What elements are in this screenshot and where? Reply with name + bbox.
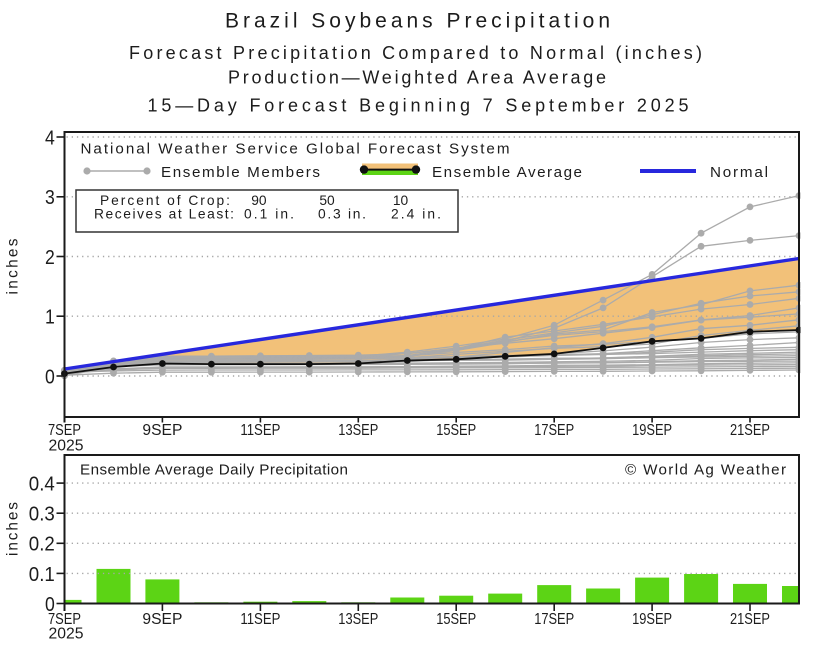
svg-text:2.4 in.: 2.4 in. bbox=[391, 207, 441, 222]
svg-text:2025: 2025 bbox=[49, 626, 84, 643]
svg-text:17SEP: 17SEP bbox=[534, 422, 574, 439]
svg-text:4: 4 bbox=[45, 126, 55, 149]
svg-text:3: 3 bbox=[45, 186, 55, 209]
svg-text:0.1 in.: 0.1 in. bbox=[244, 207, 294, 222]
svg-text:21SEP: 21SEP bbox=[730, 422, 770, 439]
svg-text:Normal: Normal bbox=[710, 164, 768, 181]
svg-text:0.4: 0.4 bbox=[29, 473, 55, 496]
svg-text:17SEP: 17SEP bbox=[534, 611, 574, 628]
svg-text:19SEP: 19SEP bbox=[632, 611, 672, 628]
svg-text:11SEP: 11SEP bbox=[240, 611, 280, 628]
svg-text:National Weather Service Globa: National Weather Service Global Forecast… bbox=[81, 140, 510, 157]
svg-text:0.3 in.: 0.3 in. bbox=[318, 207, 366, 222]
svg-text:Production—Weighted Area Avera: Production—Weighted Area Average bbox=[228, 68, 606, 88]
svg-text:Percent of Crop:: Percent of Crop: bbox=[100, 193, 230, 208]
svg-text:2025: 2025 bbox=[49, 437, 84, 454]
svg-text:13SEP: 13SEP bbox=[338, 611, 378, 628]
svg-text:90: 90 bbox=[251, 193, 267, 208]
svg-text:inches: inches bbox=[5, 502, 22, 556]
svg-text:7SEP: 7SEP bbox=[48, 611, 81, 628]
svg-text:0.1: 0.1 bbox=[29, 563, 55, 586]
svg-text:0.3: 0.3 bbox=[29, 503, 55, 526]
svg-text:© World Ag Weather: © World Ag Weather bbox=[625, 462, 786, 479]
svg-text:7SEP: 7SEP bbox=[48, 422, 81, 439]
svg-text:50: 50 bbox=[319, 193, 335, 208]
svg-text:10: 10 bbox=[393, 193, 409, 208]
svg-text:Ensemble Average: Ensemble Average bbox=[432, 164, 582, 181]
svg-text:2: 2 bbox=[45, 246, 55, 269]
svg-text:9SEP: 9SEP bbox=[142, 422, 182, 439]
svg-text:19SEP: 19SEP bbox=[632, 422, 672, 439]
svg-text:Brazil Soybeans Precipitation: Brazil Soybeans Precipitation bbox=[225, 10, 610, 33]
svg-text:1: 1 bbox=[45, 306, 55, 329]
svg-text:Ensemble Members: Ensemble Members bbox=[161, 164, 320, 181]
svg-text:Receives at Least:: Receives at Least: bbox=[94, 207, 234, 222]
svg-text:15SEP: 15SEP bbox=[436, 611, 476, 628]
svg-text:15—Day Forecast Beginning 7 Se: 15—Day Forecast Beginning 7 September 20… bbox=[148, 96, 689, 116]
svg-text:21SEP: 21SEP bbox=[730, 611, 770, 628]
svg-text:Ensemble Average Daily Precipi: Ensemble Average Daily Precipitation bbox=[80, 462, 348, 479]
svg-text:9SEP: 9SEP bbox=[142, 611, 182, 628]
svg-text:11SEP: 11SEP bbox=[240, 422, 280, 439]
svg-text:0: 0 bbox=[45, 593, 55, 616]
svg-text:13SEP: 13SEP bbox=[338, 422, 378, 439]
svg-text:inches: inches bbox=[5, 238, 22, 294]
svg-text:0.2: 0.2 bbox=[29, 533, 55, 556]
svg-text:15SEP: 15SEP bbox=[436, 422, 476, 439]
svg-text:0: 0 bbox=[45, 365, 55, 388]
svg-text:Forecast Precipitation Compare: Forecast Precipitation Compared to Norma… bbox=[129, 43, 702, 63]
